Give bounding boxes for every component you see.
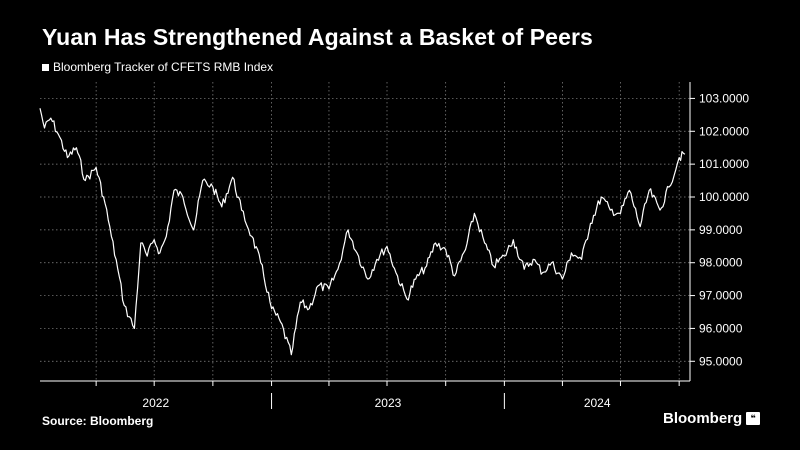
y-tick-label: 103.0000 bbox=[699, 91, 749, 105]
y-tick-label: 96.0000 bbox=[699, 321, 743, 335]
y-tick-label: 95.0000 bbox=[699, 354, 743, 368]
brand-label: Bloomberg bbox=[663, 410, 743, 427]
y-tick-label: 102.0000 bbox=[699, 124, 749, 138]
bloomberg-logo: Bloomberg ❝ bbox=[663, 410, 761, 427]
y-tick-label: 97.0000 bbox=[699, 289, 743, 303]
source-note: Source: Bloomberg bbox=[42, 414, 154, 428]
y-tick-label: 101.0000 bbox=[699, 157, 749, 171]
legend: Bloomberg Tracker of CFETS RMB Index bbox=[42, 60, 273, 74]
legend-label: Bloomberg Tracker of CFETS RMB Index bbox=[53, 60, 274, 74]
legend-swatch bbox=[42, 63, 49, 71]
x-tick-label: 2024 bbox=[584, 396, 611, 410]
y-tick-label: 99.0000 bbox=[699, 223, 743, 237]
series-line-cfets-rmb bbox=[39, 108, 686, 356]
y-tick-label: 100.0000 bbox=[699, 190, 749, 204]
bloomberg-quote-icon: ❝ bbox=[746, 412, 761, 425]
y-tick-label: 98.0000 bbox=[699, 256, 743, 270]
chart-title: Yuan Has Strengthened Against a Basket o… bbox=[42, 24, 593, 50]
x-tick-label: 2022 bbox=[142, 396, 169, 410]
x-tick-label: 2023 bbox=[375, 396, 402, 410]
